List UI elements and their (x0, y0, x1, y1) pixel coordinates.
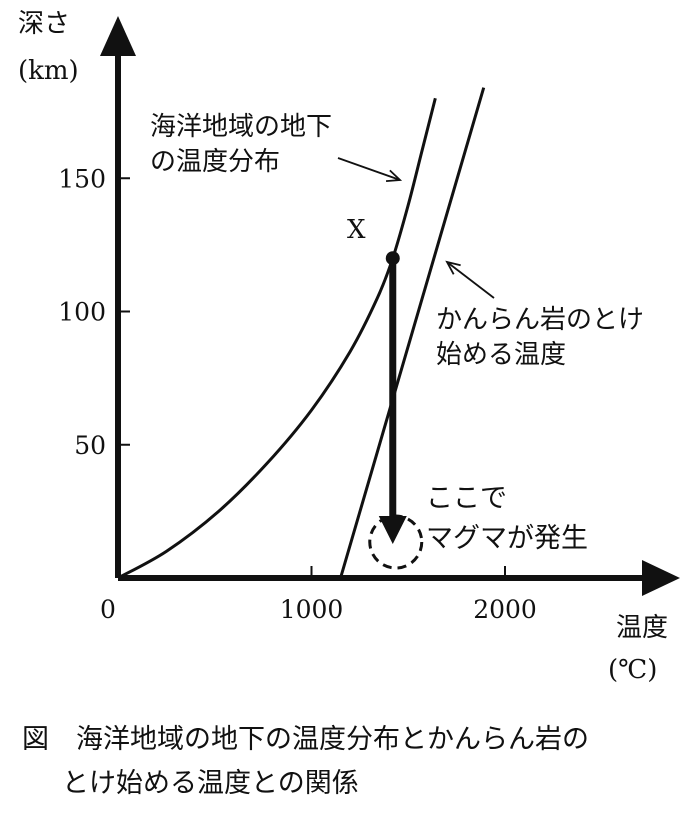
x-tick-label-2000: 2000 (473, 595, 537, 624)
x-tick-label-0: 0 (100, 595, 116, 624)
x-axis-label: 温度 (616, 613, 669, 643)
peridotite-label-leader (446, 261, 495, 299)
y-tick-label-150: 150 (58, 164, 106, 193)
magma-circle (368, 514, 424, 570)
y-tick-label-50: 50 (74, 431, 106, 460)
point-label-x: X (347, 215, 366, 245)
y-axis-label: 深さ (18, 9, 71, 39)
point-x-marker (385, 251, 400, 266)
series-label-ocean-2: の温度分布 (150, 147, 281, 177)
chart: 50 100 150 0 1000 2000 (58, 16, 680, 624)
magma-label-1: ここで (426, 483, 507, 514)
series-ocean-temperature (117, 97, 437, 580)
annotations (337, 157, 495, 570)
y-axis-arrowhead (100, 16, 136, 56)
caption-line-1: 図 海洋地域の地下の温度分布とかんらん岩の (22, 724, 589, 755)
x-tick-label-1000: 1000 (280, 595, 344, 624)
caption-line-2: とけ始める温度との関係 (62, 768, 359, 799)
figure-caption: 図 海洋地域の地下の温度分布とかんらん岩の とけ始める温度との関係 (22, 718, 589, 806)
series-label-peridotite-2: 始める温度 (436, 340, 567, 370)
series-label-ocean-1: 海洋地域の地下 (150, 112, 333, 142)
series-label-peridotite-1: かんらん岩のとけ (436, 305, 645, 335)
x-axis-arrowhead (642, 560, 680, 596)
x-axis-unit: (℃) (608, 655, 658, 685)
ocean-label-leader-head (385, 169, 403, 183)
y-axis-unit: (km) (18, 56, 79, 86)
peridotite-label-leader-head (445, 260, 461, 275)
axes (100, 16, 680, 596)
series-lines (117, 87, 486, 580)
ocean-label-leader (337, 157, 401, 181)
series-peridotite-melting (339, 87, 486, 579)
descent-arrow-head (378, 516, 407, 545)
y-tick-label-100: 100 (58, 298, 106, 327)
magma-label-2: マグマが発生 (426, 523, 588, 554)
ticks: 50 100 150 0 1000 2000 (58, 164, 537, 624)
